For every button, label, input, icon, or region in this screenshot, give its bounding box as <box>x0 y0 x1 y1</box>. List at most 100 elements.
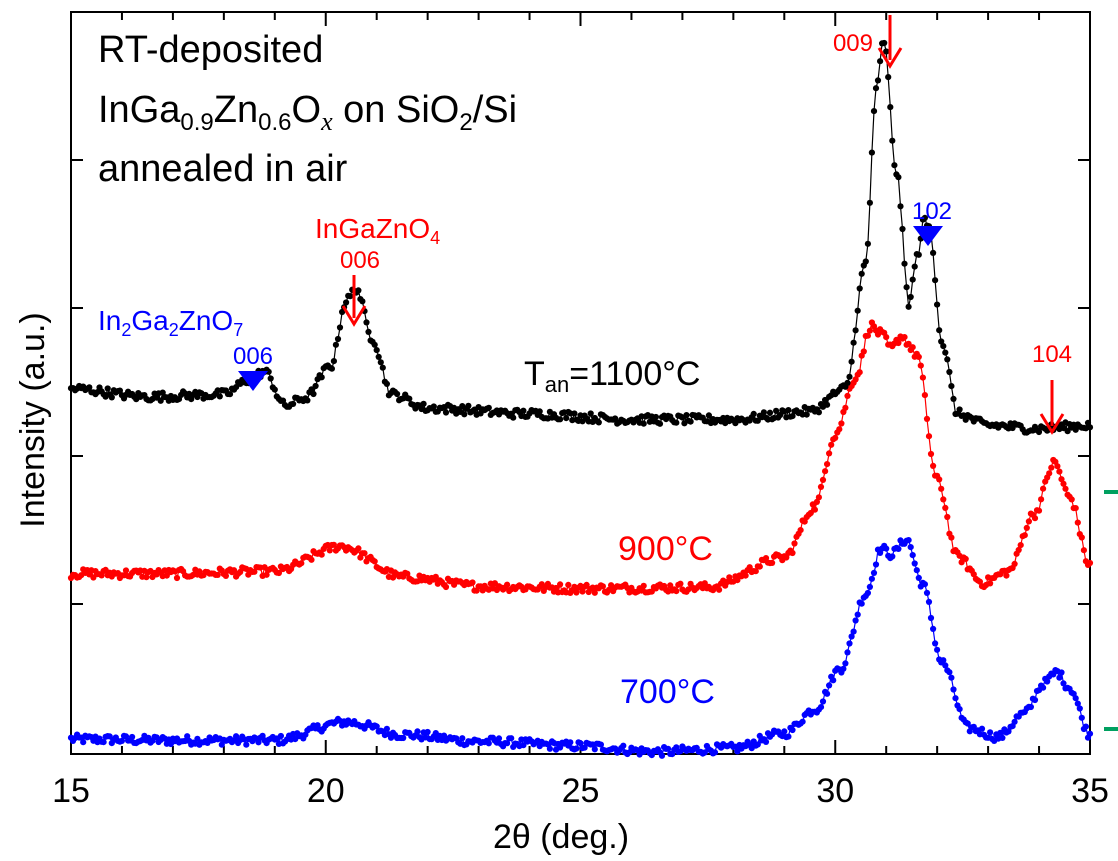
data-point <box>785 407 792 414</box>
data-point <box>1031 696 1039 704</box>
data-point <box>944 513 951 521</box>
data-point <box>563 415 570 422</box>
data-point <box>846 640 853 647</box>
data-point <box>677 580 684 587</box>
data-point <box>850 628 857 635</box>
data-point <box>987 729 994 736</box>
data-point <box>1064 428 1071 435</box>
data-point <box>711 749 719 756</box>
data-point <box>932 277 939 284</box>
data-point <box>826 682 833 689</box>
data-point <box>862 258 869 265</box>
x-tick-label: 25 <box>562 772 600 810</box>
data-point <box>999 734 1006 742</box>
data-point <box>901 260 908 267</box>
data-point <box>683 412 690 419</box>
data-point <box>815 409 823 416</box>
data-point <box>868 149 876 156</box>
data-point <box>599 583 607 590</box>
data-point <box>864 589 872 597</box>
data-point <box>104 385 111 392</box>
data-point <box>90 574 97 581</box>
x-tick-label: 20 <box>307 772 345 810</box>
data-point <box>326 547 333 554</box>
data-point <box>461 411 468 418</box>
series-label-1100: Tan=1100°C <box>524 355 700 397</box>
data-point <box>781 728 788 735</box>
data-point <box>948 383 955 390</box>
data-point <box>925 433 933 440</box>
data-point <box>442 583 450 591</box>
data-point <box>251 568 258 575</box>
data-point <box>927 614 935 622</box>
data-point <box>442 409 450 416</box>
data-point <box>118 737 125 745</box>
data-point <box>819 698 827 705</box>
data-point <box>581 744 588 751</box>
data-point <box>940 343 947 350</box>
data-point <box>909 344 916 351</box>
data-point <box>956 406 963 413</box>
data-point <box>899 225 906 233</box>
data-point <box>394 390 401 398</box>
data-point <box>907 293 914 301</box>
data-point <box>942 662 949 669</box>
data-point <box>750 410 757 417</box>
data-point <box>716 586 723 593</box>
data-point <box>948 674 955 681</box>
data-point <box>889 553 896 560</box>
data-point <box>383 725 390 732</box>
data-point <box>106 733 113 740</box>
data-point <box>852 617 859 624</box>
data-point <box>905 340 912 347</box>
data-point <box>889 137 896 144</box>
data-point <box>80 739 87 746</box>
data-point <box>271 386 278 393</box>
data-point <box>769 559 776 567</box>
data-point <box>842 404 849 411</box>
data-point <box>891 162 898 169</box>
data-point <box>997 729 1004 736</box>
data-point <box>934 301 941 308</box>
x-tick-labels: 15 20 25 30 35 <box>52 772 1109 810</box>
data-point <box>824 461 831 468</box>
data-point <box>557 744 564 751</box>
data-point <box>597 741 605 748</box>
data-point <box>265 368 272 375</box>
data-point <box>1056 674 1063 681</box>
data-point <box>932 640 939 647</box>
data-point <box>1060 680 1067 687</box>
data-point <box>383 380 390 387</box>
annotation-104: 104 <box>1032 341 1072 368</box>
data-point <box>1074 519 1081 526</box>
data-point <box>1086 559 1094 567</box>
data-point <box>832 434 839 441</box>
data-point <box>373 347 380 354</box>
data-point <box>226 391 234 398</box>
data-point <box>964 720 971 727</box>
data-point <box>1074 700 1081 707</box>
data-point <box>760 409 768 416</box>
data-point <box>1027 703 1034 711</box>
data-point <box>822 468 829 475</box>
data-point <box>389 574 397 581</box>
data-point <box>701 580 708 587</box>
data-point <box>361 550 368 557</box>
data-point <box>1038 496 1045 503</box>
data-point <box>978 725 986 732</box>
data-point <box>852 376 859 383</box>
x-axis-label: 2θ (deg.) <box>493 818 629 856</box>
data-point <box>230 567 238 574</box>
data-point <box>1080 547 1087 554</box>
data-point <box>789 549 796 557</box>
data-point <box>870 108 878 115</box>
data-point <box>583 581 590 589</box>
data-point <box>355 545 362 552</box>
marker-102 <box>913 226 943 246</box>
data-point <box>766 409 774 416</box>
data-point <box>312 382 319 390</box>
data-point <box>852 327 859 334</box>
data-point <box>218 741 225 748</box>
data-point <box>944 356 951 363</box>
data-point <box>911 263 918 270</box>
